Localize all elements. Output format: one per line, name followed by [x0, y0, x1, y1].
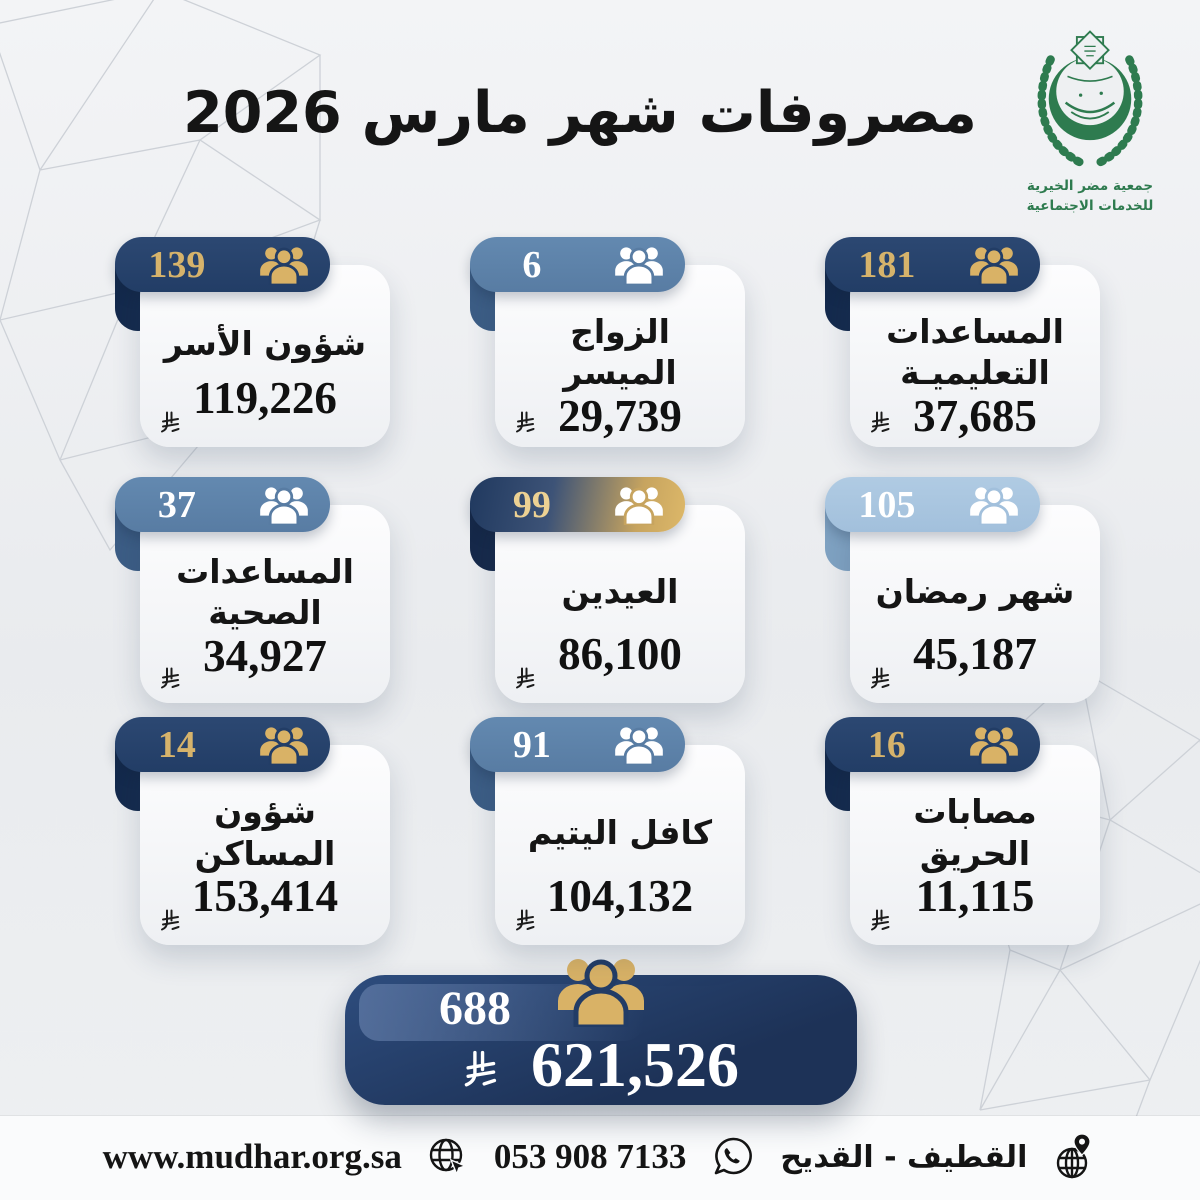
riyal-currency-icon	[515, 411, 535, 434]
card-body: شؤون المساكن 153,414	[140, 745, 390, 945]
card-body: المساعدات التعليميـة 37,685	[850, 265, 1100, 447]
card-body: الزواج الميسر 29,739	[495, 265, 745, 447]
card-family-affairs: 139 شؤون الأسر 119,226	[115, 237, 390, 447]
charity-emblem-icon	[1037, 30, 1143, 167]
people-group-icon	[967, 244, 1021, 285]
people-group-icon	[967, 724, 1021, 765]
card-body: العيدين 86,100	[495, 505, 745, 703]
footer-background-band	[0, 1116, 1200, 1200]
riyal-currency-icon	[870, 411, 890, 434]
location-globe-pin-icon	[1057, 1133, 1091, 1179]
beneficiary-count: 139	[148, 243, 206, 286]
riyal-currency-icon	[870, 667, 890, 690]
website-globe-icon	[429, 1138, 467, 1177]
card-header-ribbon: 91	[470, 717, 685, 772]
card-header-ribbon: 99	[470, 477, 685, 532]
amount-value: 104,132	[546, 871, 694, 921]
card-orphan-sponsorship: 91 كافل اليتيم 104,132	[470, 717, 745, 945]
organization-name-line2: للخدمات الاجتماعية	[1026, 198, 1154, 215]
category-label: شؤون المساكن	[194, 792, 336, 873]
card-body: كافل اليتيم 104,132	[495, 745, 745, 945]
phone-number: 053 908 7133	[493, 1137, 687, 1176]
amount-value: 37,685	[913, 390, 1037, 441]
category-label: كافل اليتيم	[527, 812, 713, 852]
amount-value: 34,927	[203, 630, 327, 681]
card-housing-affairs: 14 شؤون المساكن 153,414	[115, 717, 390, 945]
riyal-currency-icon	[160, 909, 180, 932]
card-header-ribbon: 14	[115, 717, 330, 772]
card-fire-victims: 16 مصابات الحريق 11,115	[825, 717, 1100, 945]
category-label: المساعدات التعليميـة	[886, 312, 1064, 393]
riyal-currency-icon	[160, 667, 180, 690]
whatsapp-icon	[715, 1137, 753, 1175]
card-ramadan-month: 105 شهر رمضان 45,187	[825, 477, 1100, 703]
card-educational-assistance: 181 المساعدات التعليميـة 37,685	[825, 237, 1100, 447]
people-group-icon	[257, 724, 311, 765]
card-two-eids: 99 العيدين 86,100	[470, 477, 745, 703]
people-group-icon	[553, 953, 649, 1027]
card-header-ribbon: 6	[470, 237, 685, 292]
card-body: مصابات الحريق 11,115	[850, 745, 1100, 945]
category-label: شهر رمضان	[875, 571, 1075, 611]
amount-value: 29,739	[558, 390, 682, 441]
card-header-ribbon: 16	[825, 717, 1040, 772]
riyal-currency-icon	[515, 909, 535, 932]
card-header-ribbon: 37	[115, 477, 330, 532]
card-health-assistance: 37 المساعدات الصحية 34,927	[115, 477, 390, 703]
total-beneficiaries: 688	[439, 982, 511, 1035]
beneficiary-count: 91	[512, 723, 551, 766]
riyal-currency-icon	[160, 411, 180, 434]
amount-value: 45,187	[913, 629, 1037, 679]
amount-value: 153,414	[191, 871, 339, 921]
people-group-icon	[612, 724, 666, 765]
card-body: شهر رمضان 45,187	[850, 505, 1100, 703]
category-label: شؤون الأسر	[163, 323, 367, 363]
beneficiary-count: 181	[858, 243, 916, 286]
riyal-currency-icon	[463, 1050, 497, 1089]
card-header-ribbon: 181	[825, 237, 1040, 292]
card-header-ribbon: 139	[115, 237, 330, 292]
card-body: شؤون الأسر 119,226	[140, 265, 390, 447]
beneficiary-count: 99	[512, 483, 551, 526]
card-body: المساعدات الصحية 34,927	[140, 505, 390, 703]
card-facilitated-marriage: 6 الزواج الميسر 29,739	[470, 237, 745, 447]
category-label: الزواج الميسر	[563, 312, 677, 393]
total-amount: 621,526	[531, 1029, 739, 1100]
website-url: www.mudhar.org.sa	[102, 1137, 402, 1176]
people-group-icon	[257, 484, 311, 525]
beneficiary-count: 6	[522, 243, 542, 286]
beneficiary-count: 16	[867, 723, 906, 766]
people-group-icon	[257, 244, 311, 285]
footer: www.mudhar.org.sa 053 908 7133 القطيف - …	[0, 1132, 1200, 1182]
people-group-icon	[967, 484, 1021, 525]
page-title: مصروفات شهر مارس 2026	[183, 80, 977, 146]
amount-value: 86,100	[558, 629, 682, 679]
people-group-icon	[612, 244, 666, 285]
category-label: المساعدات الصحية	[176, 552, 354, 633]
amount-value: 119,226	[193, 373, 337, 423]
beneficiary-count: 105	[858, 483, 916, 526]
organization-logo: جمعية مضر الخيرية للخدمات الاجتماعية	[1006, 22, 1174, 217]
category-label: العيدين	[561, 571, 679, 611]
people-group-icon	[612, 484, 666, 525]
riyal-currency-icon	[870, 909, 890, 932]
organization-name-line1: جمعية مضر الخيرية	[1026, 178, 1154, 194]
beneficiary-count: 37	[157, 483, 196, 526]
riyal-currency-icon	[515, 667, 535, 690]
amount-value: 11,115	[915, 871, 1035, 921]
category-label: مصابات الحريق	[913, 792, 1037, 873]
beneficiary-count: 14	[157, 723, 196, 766]
location-text: القطيف - القديح	[780, 1139, 1028, 1175]
totals-summary-card: 688 621,526	[345, 975, 857, 1105]
card-header-ribbon: 105	[825, 477, 1040, 532]
